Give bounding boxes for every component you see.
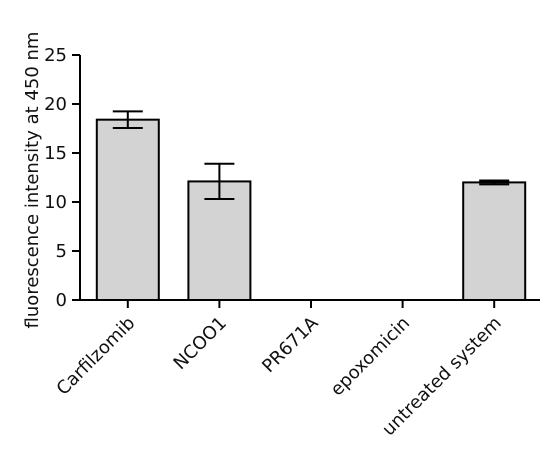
error-bars [112,110,510,201]
y-tick-label: 20 [44,94,67,115]
x-category-label: Carfilzomib [53,313,140,400]
y-axis: 0 5 10 15 20 25 [44,45,81,311]
y-tick-label: 10 [44,192,67,213]
bar [462,181,527,301]
bars [95,118,527,302]
x-axis [80,299,540,308]
x-category-label: epoxomicin [327,313,415,401]
y-tick-label: 5 [56,241,67,262]
x-category-label: NCOO1 [170,313,231,374]
y-tick-label: 25 [44,45,67,66]
y-tick-label: 0 [56,290,67,311]
x-category-label: PR671A [258,312,323,377]
bar [95,118,160,302]
y-axis-title: fluorescence intensity at 450 nm [22,32,43,329]
bar [187,180,252,301]
category-labels: Carfilzomib NCOO1 PR671A epoxomicinuntreate… [53,312,506,440]
y-tick-label: 15 [44,143,67,164]
